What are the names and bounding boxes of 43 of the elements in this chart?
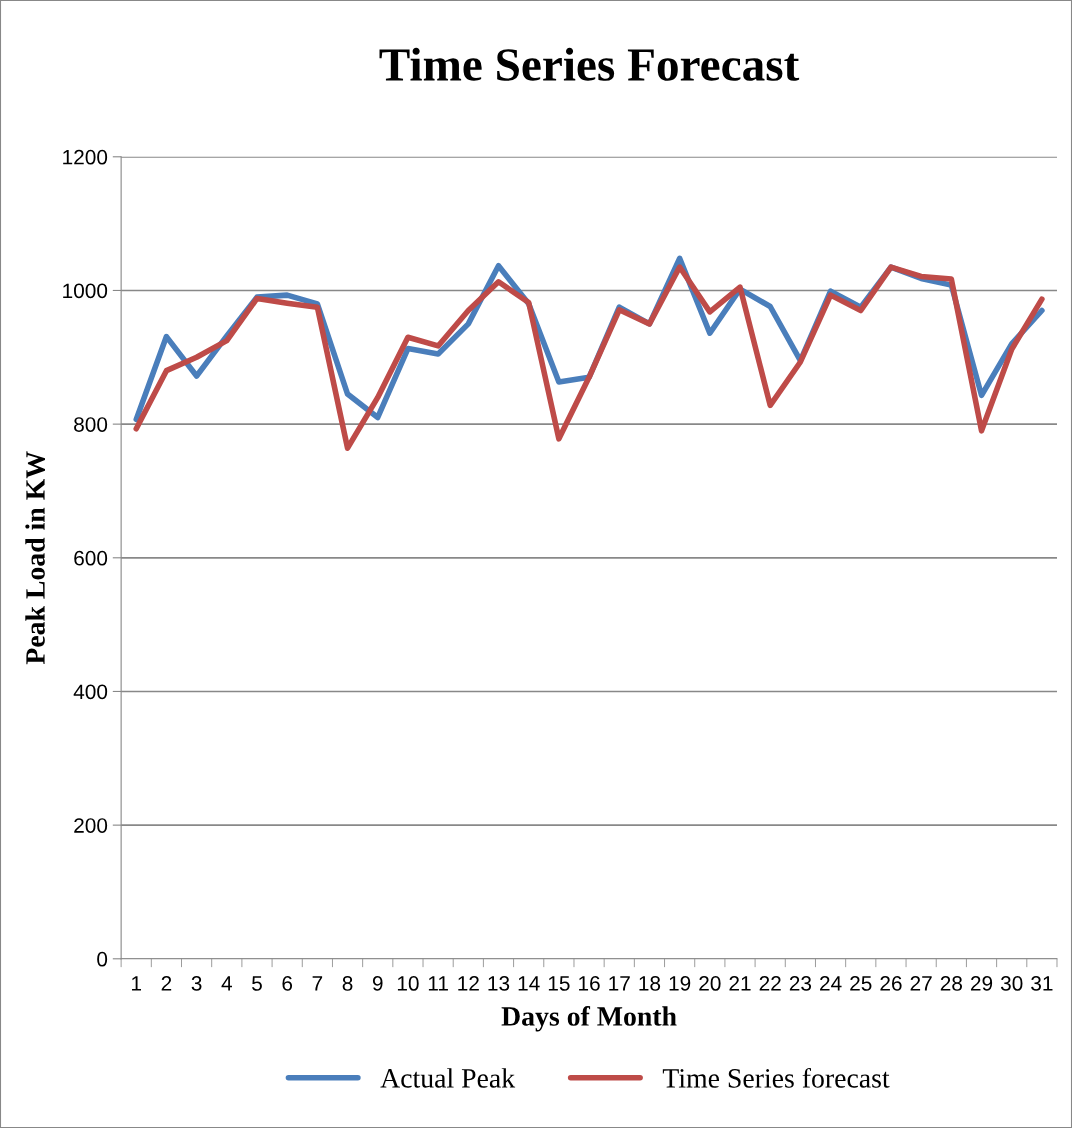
x-tick-label: 25 bbox=[850, 976, 872, 991]
x-tick-label: 28 bbox=[940, 976, 963, 991]
y-tick-label: 800 bbox=[74, 417, 108, 432]
x-tick-label: 13 bbox=[488, 976, 510, 991]
x-axis-title: Days of Month bbox=[501, 1006, 677, 1032]
y-tick-label: 1000 bbox=[63, 283, 108, 299]
x-tick-label: 20 bbox=[699, 976, 721, 991]
x-tick-label: 29 bbox=[970, 976, 993, 991]
x-tick-label: 9 bbox=[372, 976, 383, 991]
chart-title: Time Series Forecast bbox=[379, 47, 800, 81]
x-tick-label: 7 bbox=[312, 976, 323, 991]
x-tick-label: 24 bbox=[820, 976, 842, 991]
legend-label: Time Series forecast bbox=[662, 1067, 890, 1088]
x-tick-label: 10 bbox=[397, 976, 419, 991]
x-tick-label: 8 bbox=[342, 976, 353, 991]
x-tick-label: 30 bbox=[1000, 976, 1023, 991]
x-tick-label: 6 bbox=[282, 976, 293, 991]
x-tick-label: 15 bbox=[548, 976, 570, 991]
x-tick-label: 1 bbox=[132, 976, 142, 991]
y-tick-label: 600 bbox=[74, 550, 108, 566]
x-tick-label: 2 bbox=[161, 976, 172, 991]
x-tick-label: 19 bbox=[669, 976, 691, 991]
x-tick-label: 21 bbox=[729, 976, 751, 991]
x-tick-label: 3 bbox=[191, 976, 202, 991]
x-tick-label: 11 bbox=[428, 976, 448, 991]
y-tick-label: 200 bbox=[74, 818, 108, 833]
x-tick-label: 18 bbox=[639, 976, 661, 991]
x-tick-label: 22 bbox=[759, 976, 781, 991]
x-tick-label: 26 bbox=[880, 976, 902, 991]
y-tick-label: 0 bbox=[97, 951, 108, 967]
x-tick-label: 17 bbox=[609, 976, 630, 991]
x-tick-label: 14 bbox=[518, 976, 540, 991]
x-tick-label: 5 bbox=[252, 976, 262, 991]
x-tick-label: 16 bbox=[579, 976, 600, 991]
y-tick-label: 1200 bbox=[63, 149, 108, 165]
y-tick-label: 400 bbox=[73, 684, 108, 700]
y-axis-title: Peak Load in KW bbox=[25, 451, 45, 665]
x-tick-label: 23 bbox=[789, 976, 812, 991]
x-tick-label: 27 bbox=[910, 976, 932, 991]
x-tick-label: 31 bbox=[1031, 976, 1053, 991]
legend-label: Actual Peak bbox=[380, 1068, 516, 1088]
x-tick-label: 12 bbox=[458, 976, 479, 991]
x-tick-label: 4 bbox=[221, 976, 232, 991]
